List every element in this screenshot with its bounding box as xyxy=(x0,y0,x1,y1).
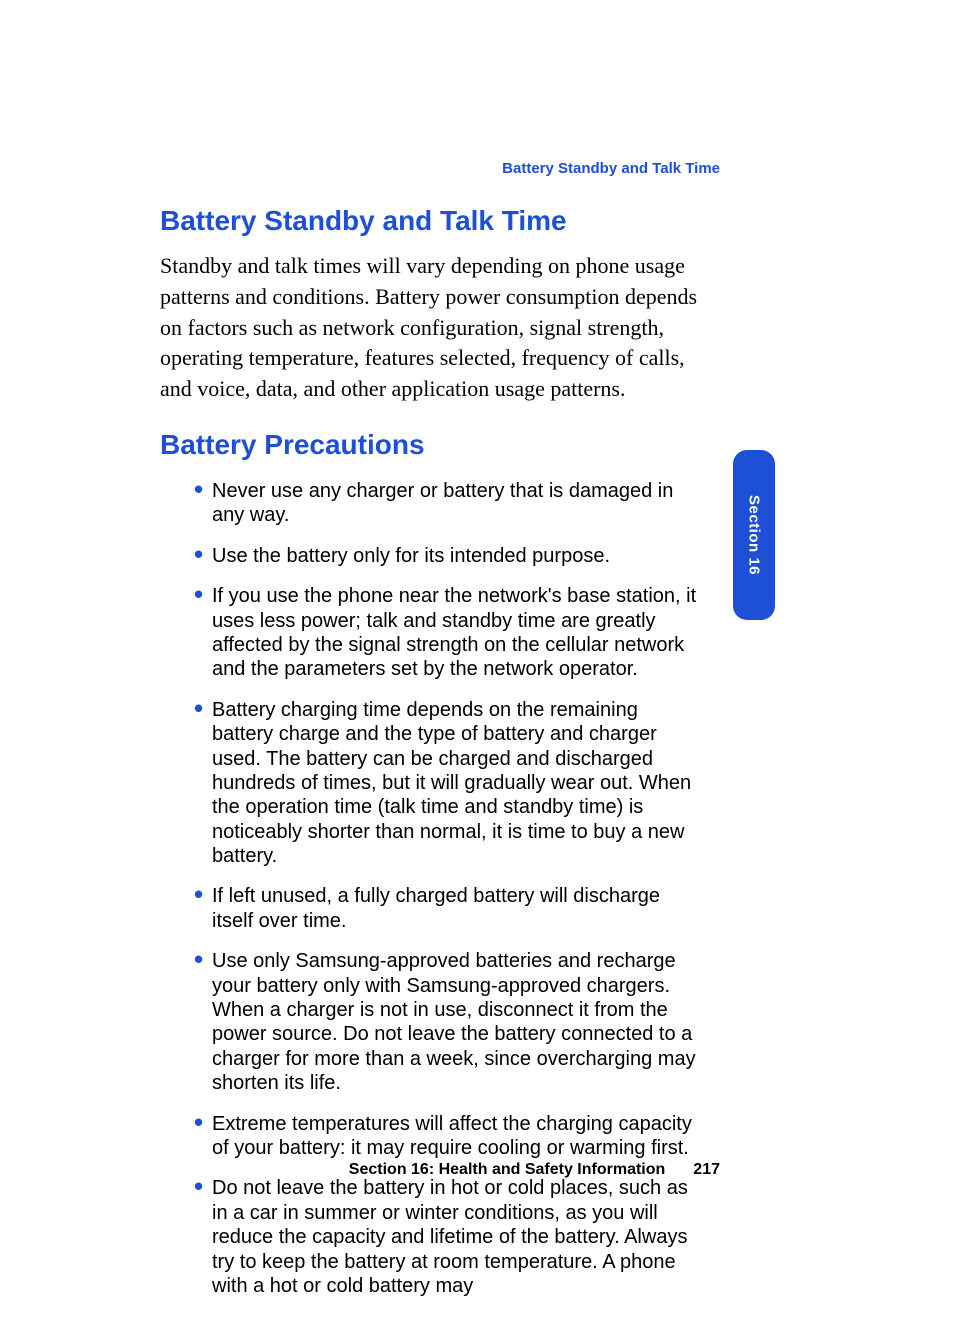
section-tab-label: Section 16 xyxy=(746,495,763,575)
list-item: If left unused, a fully charged battery … xyxy=(194,884,700,933)
heading-battery-precautions: Battery Precautions xyxy=(160,429,700,461)
list-item: Battery charging time depends on the rem… xyxy=(194,698,700,869)
page-content: Battery Standby and Talk Time Battery St… xyxy=(160,160,700,1314)
intro-paragraph: Standby and talk times will vary dependi… xyxy=(160,251,700,405)
running-head: Battery Standby and Talk Time xyxy=(160,160,720,177)
list-item: Do not leave the battery in hot or cold … xyxy=(194,1176,700,1298)
list-item: If you use the phone near the network's … xyxy=(194,584,700,682)
footer-page-number: 217 xyxy=(693,1161,720,1179)
section-tab: Section 16 xyxy=(733,450,775,620)
heading-battery-standby: Battery Standby and Talk Time xyxy=(160,205,700,237)
list-item: Extreme temperatures will affect the cha… xyxy=(194,1112,700,1161)
list-item: Never use any charger or battery that is… xyxy=(194,479,700,528)
list-item: Use only Samsung-approved batteries and … xyxy=(194,949,700,1095)
footer-section-label: Section 16: Health and Safety Informatio… xyxy=(349,1161,666,1179)
list-item: Use the battery only for its intended pu… xyxy=(194,544,700,568)
page-footer: Section 16: Health and Safety Informatio… xyxy=(160,1161,720,1179)
